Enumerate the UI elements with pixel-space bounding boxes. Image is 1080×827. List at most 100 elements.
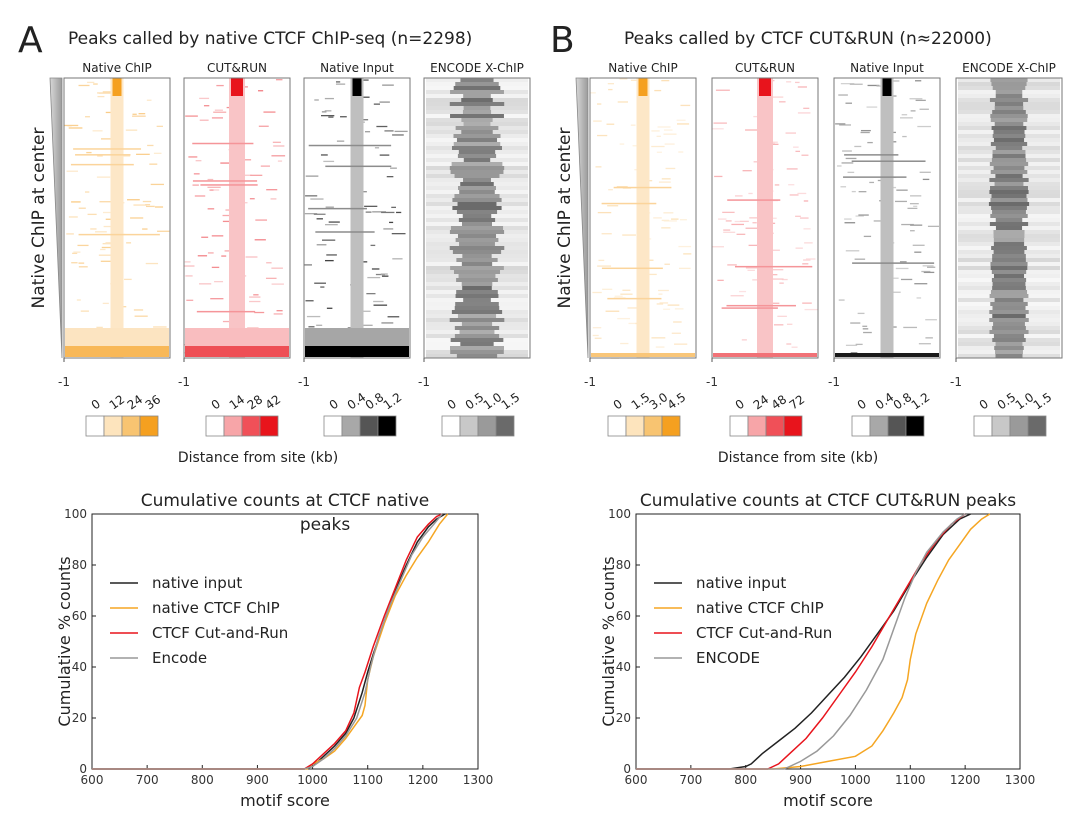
legend-swatch — [765, 415, 785, 437]
legend-tick-label: 0 — [89, 397, 103, 413]
heatmap-title: Native Input — [850, 61, 924, 75]
legend-swatch — [783, 415, 803, 437]
legend-swatch — [359, 415, 379, 437]
legend-swatch — [341, 415, 361, 437]
legend-tick-label: 0 — [611, 397, 625, 413]
legend-tick-label: 0 — [327, 397, 341, 413]
sort-wedge — [575, 77, 589, 359]
x-tick-label: 1100 — [895, 773, 926, 787]
y-axis-label: Cumulative % counts — [599, 556, 618, 726]
x-tick-label: 1100 — [352, 773, 383, 787]
legend-tick-label: 0 — [733, 397, 747, 413]
legend-label: native CTCF ChIP — [152, 599, 280, 617]
legend-tick-label: 72 — [787, 392, 808, 412]
heatmap-native-input: Native Input-10 0.40.81.2 — [828, 61, 941, 437]
legend-swatch — [241, 415, 261, 437]
panel-a-xlabel: Distance from site (kb) — [178, 450, 338, 466]
x-tick-label: 800 — [734, 773, 757, 787]
legend-swatch — [377, 415, 397, 437]
heatmap-title: CUT&RUN — [735, 61, 795, 75]
panel-b-row-label: Native ChIP at center — [555, 128, 575, 309]
panel-a-row-label: Native ChIP at center — [29, 128, 49, 309]
x-tick-label: 900 — [246, 773, 269, 787]
legend-tick-label: 0 — [855, 397, 869, 413]
legend-swatch — [103, 415, 123, 437]
series-line-ctcf-cut-and-run — [636, 513, 966, 770]
legend-swatch — [223, 415, 243, 437]
y-axis-label: Cumulative % counts — [55, 556, 74, 726]
y-tick-label: 80 — [616, 558, 631, 572]
x-tick-label: 1200 — [950, 773, 981, 787]
legend-label: Encode — [152, 649, 207, 667]
legend-tick-label: 42 — [263, 392, 284, 412]
series-line-ctcf-cut-and-run — [92, 513, 443, 770]
heatmap-title: CUT&RUN — [207, 61, 267, 75]
y-tick-label: 0 — [79, 762, 87, 776]
heatmap-native-input: Native Input-10 0.40.81.2 — [298, 61, 411, 437]
legend-swatch — [905, 415, 925, 437]
y-tick-label: 0 — [623, 762, 631, 776]
x-tick-label: 800 — [191, 773, 214, 787]
legend-swatch — [869, 415, 889, 437]
legend-swatch — [459, 415, 479, 437]
legend-swatch — [661, 415, 681, 437]
legend-tick-label: 14 — [227, 392, 248, 412]
legend-swatch — [625, 415, 645, 437]
legend-tick-label: 12 — [107, 392, 128, 412]
legend-swatch — [607, 415, 627, 437]
legend-swatch — [1027, 415, 1047, 437]
legend-tick-label: 0 — [445, 397, 459, 413]
x-tick-label: 1300 — [463, 773, 494, 787]
legend-swatch — [205, 415, 225, 437]
x-tick-label: -1 — [298, 375, 310, 389]
heatmap-title: ENCODE X-ChIP — [430, 61, 524, 75]
y-tick-label: 60 — [616, 609, 631, 623]
legend-tick-label: 4.5 — [665, 390, 689, 412]
heatmap-native-chip: Native ChIP-10 1.53.04.5 — [584, 61, 697, 437]
x-tick-label: 1300 — [1005, 773, 1036, 787]
legend-swatch — [259, 415, 279, 437]
legend-tick-label: 24 — [125, 392, 146, 412]
chart-native-peaks: Cumulative counts at CTCF native peaks600… — [55, 491, 493, 810]
legend-label: native CTCF ChIP — [696, 599, 824, 617]
legend-tick-label: 1.5 — [1031, 390, 1055, 412]
y-tick-label: 20 — [72, 711, 87, 725]
legend-tick-label: 24 — [751, 392, 772, 412]
legend-swatch — [477, 415, 497, 437]
legend-tick-label: 1.2 — [381, 390, 405, 412]
legend-swatch — [887, 415, 907, 437]
sort-wedge — [49, 77, 63, 359]
legend-label: ENCODE — [696, 649, 760, 667]
legend-swatch — [323, 415, 343, 437]
legend-tick-label: 0 — [977, 397, 991, 413]
chart-cutrun-peaks: Cumulative counts at CTCF CUT&RUN peaks 6… — [599, 491, 1035, 810]
legend-label: CTCF Cut-and-Run — [696, 624, 832, 642]
legend-swatch — [747, 415, 767, 437]
legend-tick-label: 1.5 — [499, 390, 523, 412]
legend-tick-label: 36 — [143, 392, 164, 412]
heatmap-title: Native ChIP — [608, 61, 677, 75]
x-tick-label: -1 — [828, 375, 840, 389]
y-tick-label: 20 — [616, 711, 631, 725]
panel-b-letter: B — [550, 20, 575, 61]
x-tick-label: 700 — [136, 773, 159, 787]
x-tick-label: 1000 — [297, 773, 328, 787]
x-tick-label: -1 — [584, 375, 596, 389]
chart-title: Cumulative counts at CTCF CUT&RUN peaks — [640, 491, 1016, 511]
x-tick-label: -1 — [706, 375, 718, 389]
x-tick-label: 600 — [625, 773, 648, 787]
x-tick-label: 900 — [789, 773, 812, 787]
y-tick-label: 100 — [64, 507, 87, 521]
x-tick-label: 700 — [679, 773, 702, 787]
panel-b-title: Peaks called by CTCF CUT&RUN (n≈22000) — [624, 29, 992, 49]
legend-swatch — [643, 415, 663, 437]
legend-tick-label: 28 — [245, 392, 266, 412]
panel-a-title: Peaks called by native CTCF ChIP-seq (n=… — [68, 29, 472, 49]
x-axis-label: motif score — [783, 791, 873, 810]
y-tick-label: 40 — [72, 660, 87, 674]
legend-swatch — [991, 415, 1011, 437]
chart-title: Cumulative counts at CTCF native peaks — [141, 491, 430, 535]
